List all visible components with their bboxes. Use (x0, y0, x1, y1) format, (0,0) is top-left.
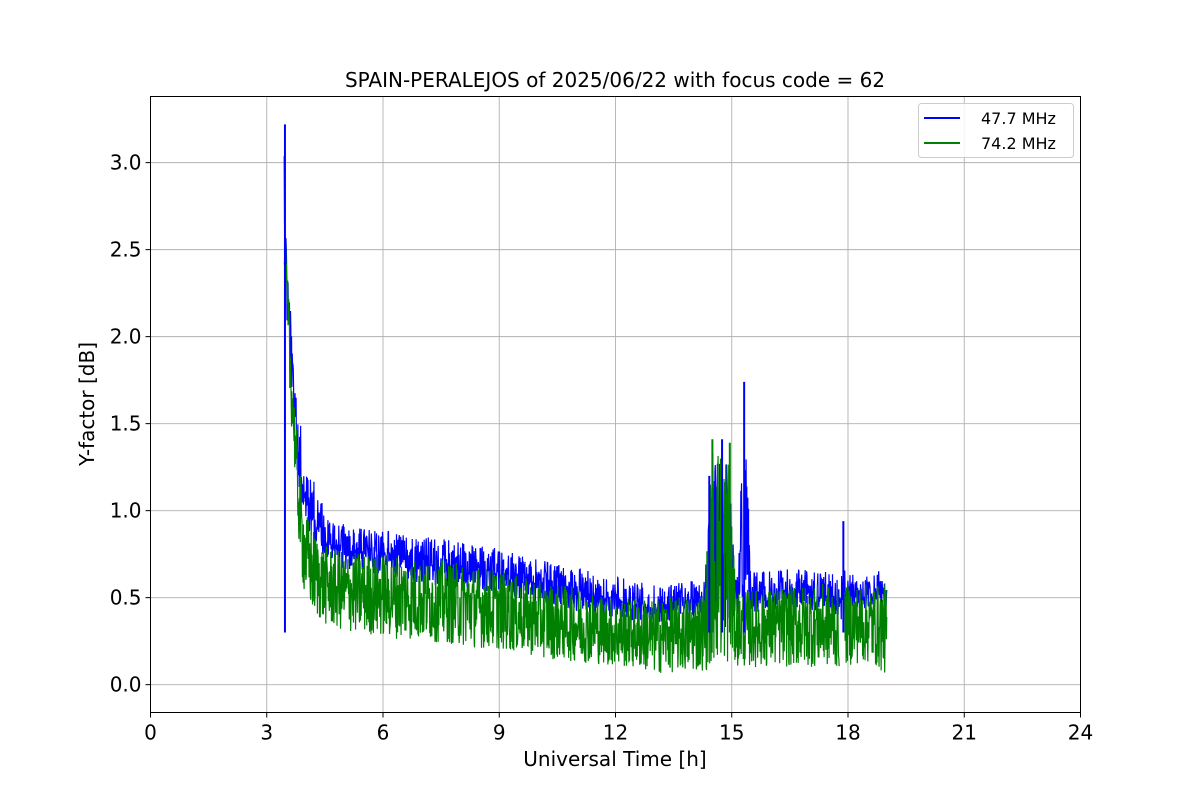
plot-area (283, 124, 888, 673)
y-tick-label: 0.0 (110, 673, 142, 697)
legend-label: 74.2 MHz (981, 134, 1056, 153)
x-tick-label: 21 (952, 721, 977, 745)
x-tick-label: 3 (260, 721, 273, 745)
x-axis: 0 3 6 9 12 15 18 21 24 (144, 712, 1093, 745)
x-tick-label: 24 (1068, 721, 1093, 745)
chart-title: SPAIN-PERALEJOS of 2025/06/22 with focus… (345, 68, 885, 92)
x-axis-label: Universal Time [h] (523, 747, 706, 771)
y-tick-label: 2.0 (110, 325, 142, 349)
y-axis-label: Y-factor [dB] (75, 342, 99, 467)
x-tick-label: 0 (144, 721, 157, 745)
y-tick-label: 2.5 (110, 238, 142, 262)
series-line-74-2-mhz (283, 227, 888, 673)
y-tick-label: 0.5 (110, 586, 142, 610)
x-tick-label: 12 (603, 721, 628, 745)
y-tick-label: 1.0 (110, 499, 142, 523)
legend-label: 47.7 MHz (981, 109, 1056, 128)
x-tick-label: 9 (493, 721, 506, 745)
legend: 47.7 MHz 74.2 MHz (918, 103, 1074, 158)
y-axis: 0.0 0.5 1.0 1.5 2.0 2.5 3.0 (110, 151, 151, 697)
x-tick-label: 18 (835, 721, 860, 745)
x-tick-label: 6 (377, 721, 390, 745)
y-tick-label: 3.0 (110, 151, 142, 175)
x-tick-label: 15 (719, 721, 744, 745)
y-tick-label: 1.5 (110, 412, 142, 436)
